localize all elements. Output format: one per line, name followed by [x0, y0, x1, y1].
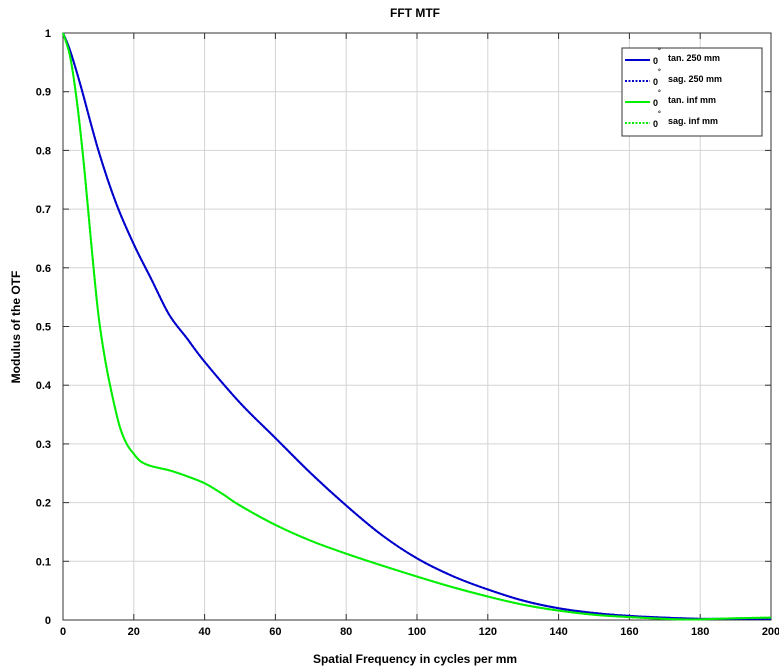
y-tick-label: 0 — [45, 615, 51, 627]
y-tick-label: 1 — [45, 28, 51, 40]
legend-entry-label: tan. 250 mm — [668, 53, 720, 63]
x-tick-label: 40 — [198, 626, 210, 638]
legend-entry-label: sag. inf mm — [668, 116, 718, 126]
x-tick-label: 160 — [620, 626, 638, 638]
y-tick-label: 0.9 — [36, 87, 51, 99]
legend-field-label: 0 — [653, 98, 658, 108]
axes: 0 20 40 60 80 100 120 140 160 180 20000.10.20.30.4… — [36, 28, 779, 638]
x-tick-label: 80 — [340, 626, 352, 638]
x-tick-label: 0 — [60, 626, 66, 638]
legend-entry-label: sag. 250 mm — [668, 74, 722, 84]
x-tick-label: 100 — [408, 626, 426, 638]
legend-field-label: 0 — [653, 77, 658, 87]
y-tick-label: 0.8 — [36, 145, 51, 157]
legend-field-unit: ° — [658, 47, 661, 55]
x-tick-label: 120 — [479, 626, 497, 638]
y-axis-label: Modulus of the OTF — [9, 271, 23, 384]
legend-field-unit: ° — [658, 68, 661, 76]
legend-field-unit: ° — [658, 89, 661, 97]
x-axis-label: Spatial Frequency in cycles per mm — [313, 652, 517, 666]
x-tick-label: 20 — [128, 626, 140, 638]
legend: 0°tan. 250 mm0°sag. 250 mm0°tan. inf mm0… — [621, 47, 763, 137]
legend-field-label: 0 — [653, 119, 658, 129]
y-tick-label: 0.2 — [36, 498, 51, 510]
y-tick-label: 0.6 — [36, 263, 51, 275]
legend-box — [621, 47, 763, 137]
y-tick-label: 0.7 — [36, 204, 51, 216]
x-tick-label: 200 — [762, 626, 779, 638]
chart-title: FFT MTF — [390, 6, 440, 20]
y-tick-label: 0.1 — [36, 556, 51, 568]
series-line-tan-250-mm — [62, 32, 771, 620]
legend-field-label: 0 — [653, 56, 658, 66]
series-line-tan-inf-mm — [62, 32, 772, 621]
y-tick-label: 0.5 — [36, 322, 51, 334]
x-tick-label: 140 — [549, 626, 567, 638]
legend-entry-label: tan. inf mm — [668, 95, 716, 105]
x-tick-label: 60 — [269, 626, 281, 638]
y-tick-label: 0.4 — [36, 380, 52, 392]
y-tick-label: 0.3 — [36, 439, 51, 451]
x-tick-label: 180 — [691, 626, 709, 638]
legend-field-unit: ° — [658, 110, 661, 118]
series-lines — [62, 32, 772, 621]
